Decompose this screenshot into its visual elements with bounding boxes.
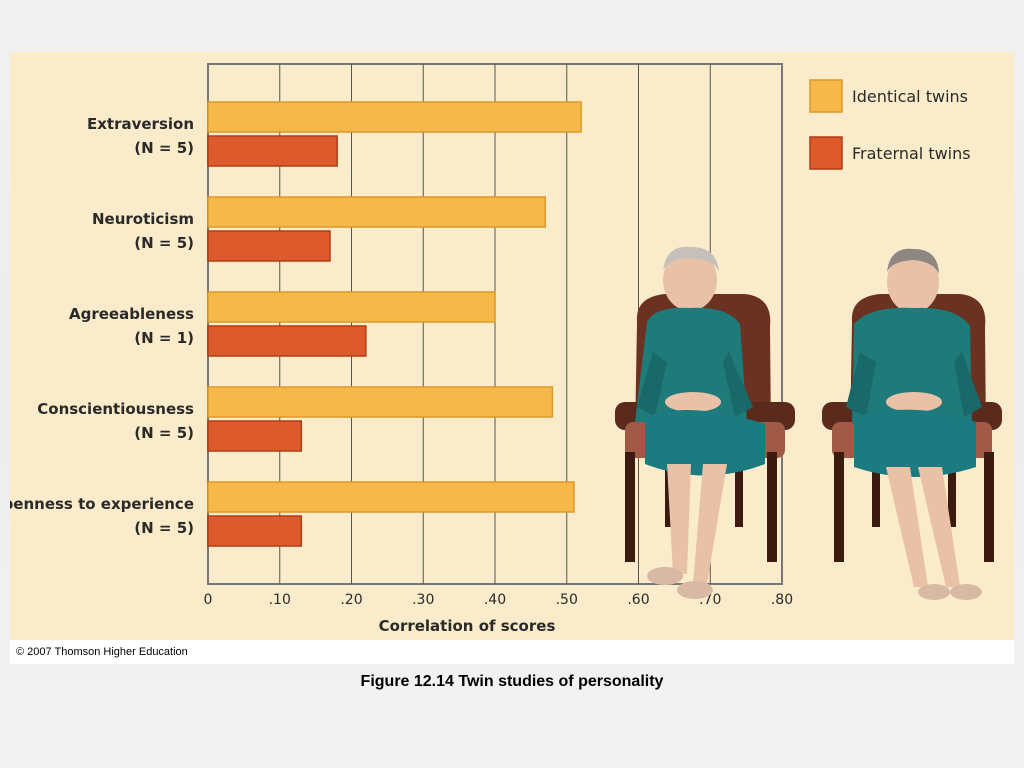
legend-swatch (809, 136, 843, 170)
twin-woman-smiling-icon (635, 246, 765, 599)
bar-fraternal (207, 230, 331, 262)
bar-identical (207, 291, 496, 323)
figure-panel: Extraversion (N = 5) Neuroticism (N = 5) Agr… (10, 52, 1014, 640)
bar-identical (207, 481, 575, 513)
x-tick-label: .10 (269, 592, 291, 608)
bar-chart: Extraversion (N = 5) Neuroticism (N = 5) Agr… (10, 63, 971, 635)
x-tick-label: .60 (627, 592, 649, 608)
category-labels: Extraversion (N = 5) Neuroticism (N = 5) Agr… (10, 115, 194, 537)
category-n-label: (N = 5) (134, 519, 194, 537)
x-tick-label: .80 (771, 592, 793, 608)
bar-fraternal (207, 420, 303, 452)
x-tick-label: 0 (204, 592, 213, 608)
x-tick-label: .40 (484, 592, 506, 608)
category-label: Conscientiousness (37, 400, 194, 418)
legend-label: Fraternal twins (852, 144, 971, 163)
category-label: Neuroticism (92, 210, 194, 228)
category-n-label: (N = 5) (134, 234, 194, 252)
bar-fraternal (207, 515, 303, 547)
legend-label: Identical twins (852, 87, 968, 106)
figure-caption: Figure 12.14 Twin studies of personality (360, 673, 664, 690)
category-label: Extraversion (87, 115, 194, 133)
twin-photo-left (615, 246, 795, 599)
x-tick-label: .50 (556, 592, 578, 608)
copyright-text: © 2007 Thomson Higher Education (16, 646, 188, 658)
bar-identical (207, 101, 582, 133)
twin-woman-serious-icon (846, 248, 982, 600)
category-label: Agreeableness (69, 305, 194, 323)
x-tick-label: .30 (412, 592, 434, 608)
legend-swatch (809, 79, 843, 113)
bar-identical (207, 386, 554, 418)
bars (207, 101, 582, 547)
category-n-label: (N = 1) (134, 329, 194, 347)
bar-fraternal (207, 135, 338, 167)
category-label: Openness to experience (10, 495, 194, 513)
copyright-bar: © 2007 Thomson Higher Education (10, 640, 1014, 664)
x-axis-title: Correlation of scores (379, 617, 556, 635)
twin-photo-right (822, 248, 1002, 600)
legend[interactable]: Identical twins Fraternal twins (809, 79, 971, 170)
bar-fraternal (207, 325, 367, 357)
x-tick-label: .20 (340, 592, 362, 608)
category-n-label: (N = 5) (134, 424, 194, 442)
category-n-label: (N = 5) (134, 139, 194, 157)
bar-identical (207, 196, 546, 228)
